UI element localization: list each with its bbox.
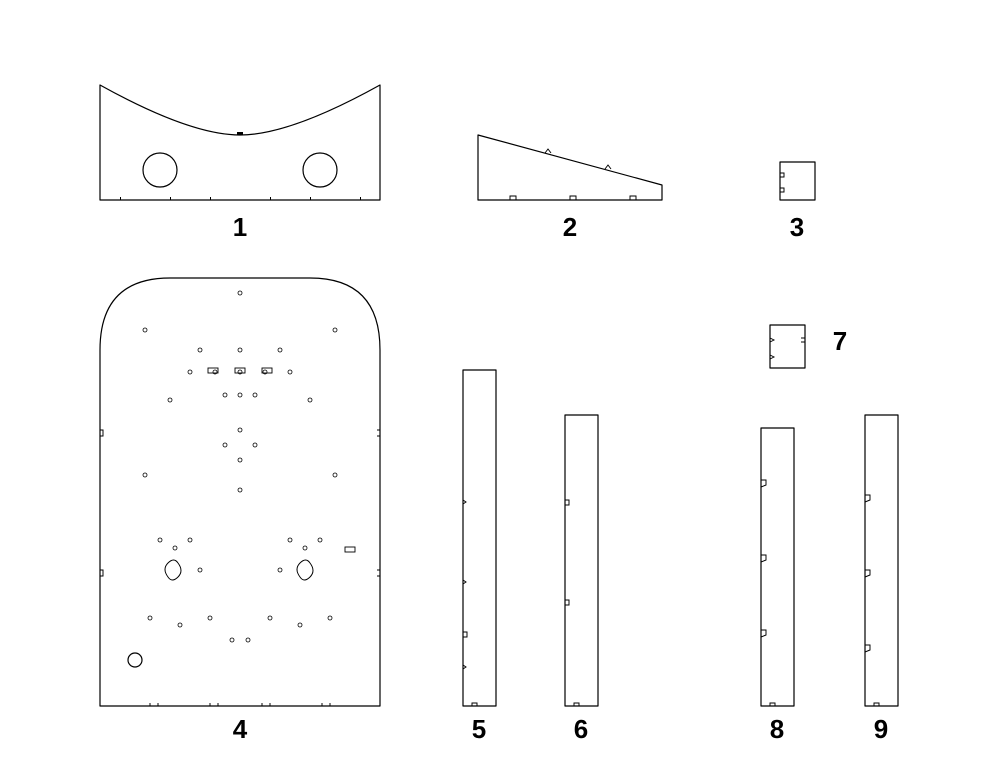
part-p3-outline (780, 162, 815, 200)
part-p9-outline (865, 415, 898, 706)
part-p8-detail-1 (761, 555, 766, 562)
part-p4-dot-26 (288, 538, 292, 542)
part-p4-dot-20 (143, 473, 147, 477)
part-p4 (100, 278, 380, 706)
part-p4-dot-30 (278, 568, 282, 572)
part-p8-label: 8 (770, 714, 784, 745)
part-p6 (565, 415, 598, 706)
part-p9-label: 9 (874, 714, 888, 745)
part-p5-label: 5 (472, 714, 486, 745)
part-p4-dot-38 (246, 638, 250, 642)
part-p4-dot-12 (238, 393, 242, 397)
part-p4-hole-0 (128, 653, 142, 667)
part-p4-dot-6 (188, 370, 192, 374)
part-p4-detail-7 (322, 703, 330, 706)
part-p7-outline (770, 325, 805, 368)
part-p2-label: 2 (563, 212, 577, 243)
part-p4-dot-14 (168, 398, 172, 402)
part-p4-dot-36 (328, 616, 332, 620)
part-p4-dot-10 (288, 370, 292, 374)
part-p9-detail-0 (865, 495, 870, 502)
part-p1-outline (100, 85, 380, 200)
part-p4-dot-19 (238, 458, 242, 462)
part-p4-dot-0 (238, 291, 242, 295)
part-p4-dot-23 (158, 538, 162, 542)
part-p4-dot-27 (303, 546, 307, 550)
part-p8 (761, 428, 794, 706)
part-p7 (770, 325, 805, 368)
part-p4-dot-18 (253, 443, 257, 447)
part-p4-dot-28 (318, 538, 322, 542)
part-p4-detail-4 (150, 703, 158, 706)
part-p1-tick-6 (237, 132, 243, 135)
part-p1-tick-0 (120, 197, 121, 200)
part-p5 (463, 370, 496, 706)
part-p4-dot-17 (223, 443, 227, 447)
part-p4-dot-33 (208, 616, 212, 620)
part-p4-slot-3 (345, 547, 355, 552)
part-p4-slot-1 (235, 368, 245, 373)
part-p4-dot-2 (333, 328, 337, 332)
part-p4-dot-13 (253, 393, 257, 397)
part-p4-dot-35 (298, 623, 302, 627)
part-p4-dot-4 (238, 348, 242, 352)
part-p9 (865, 415, 898, 706)
part-p4-detail-3 (377, 570, 380, 576)
part-p9-detail-1 (865, 570, 870, 577)
part-p4-detail-9 (297, 560, 313, 580)
part-p1-hole-0 (143, 153, 177, 187)
part-p4-dot-1 (143, 328, 147, 332)
part-p7-label: 7 (833, 326, 847, 357)
part-p1 (100, 85, 380, 200)
part-p1-label: 1 (233, 212, 247, 243)
part-p4-dot-32 (178, 623, 182, 627)
diagram-svg (0, 0, 1000, 771)
part-p4-dot-3 (198, 348, 202, 352)
part-p5-outline (463, 370, 496, 706)
part-p4-label: 4 (233, 714, 247, 745)
part-p1-tick-2 (210, 197, 211, 200)
part-p9-detail-2 (865, 645, 870, 652)
part-p8-outline (761, 428, 794, 706)
diagram-stage: 1 2 3 4 5 6 7 8 9 (0, 0, 1000, 771)
part-p4-dot-21 (333, 473, 337, 477)
part-p1-hole-1 (303, 153, 337, 187)
part-p4-detail-2 (377, 430, 380, 436)
part-p8-detail-2 (761, 630, 766, 637)
part-p6-outline (565, 415, 598, 706)
part-p4-dot-24 (173, 546, 177, 550)
part-p1-tick-5 (360, 197, 361, 200)
part-p2-outline (478, 135, 662, 200)
part-p1-tick-3 (270, 197, 271, 200)
part-p4-dot-22 (238, 488, 242, 492)
part-p4-dot-16 (238, 428, 242, 432)
part-p4-dot-11 (223, 393, 227, 397)
part-p4-detail-6 (262, 703, 270, 706)
part-p2-detail-0 (545, 149, 551, 153)
part-p4-dot-34 (268, 616, 272, 620)
part-p6-label: 6 (574, 714, 588, 745)
part-p3 (780, 162, 815, 200)
part-p4-detail-5 (210, 703, 218, 706)
part-p4-dot-25 (188, 538, 192, 542)
part-p4-dot-31 (148, 616, 152, 620)
part-p1-tick-1 (170, 197, 171, 200)
part-p3-label: 3 (790, 212, 804, 243)
part-p4-detail-8 (165, 560, 181, 580)
part-p4-dot-29 (198, 568, 202, 572)
part-p4-dot-5 (278, 348, 282, 352)
part-p8-detail-0 (761, 480, 766, 487)
part-p2-detail-1 (605, 165, 611, 169)
part-p4-dot-37 (230, 638, 234, 642)
part-p1-tick-4 (310, 197, 311, 200)
part-p2 (478, 135, 662, 200)
part-p4-dot-15 (308, 398, 312, 402)
